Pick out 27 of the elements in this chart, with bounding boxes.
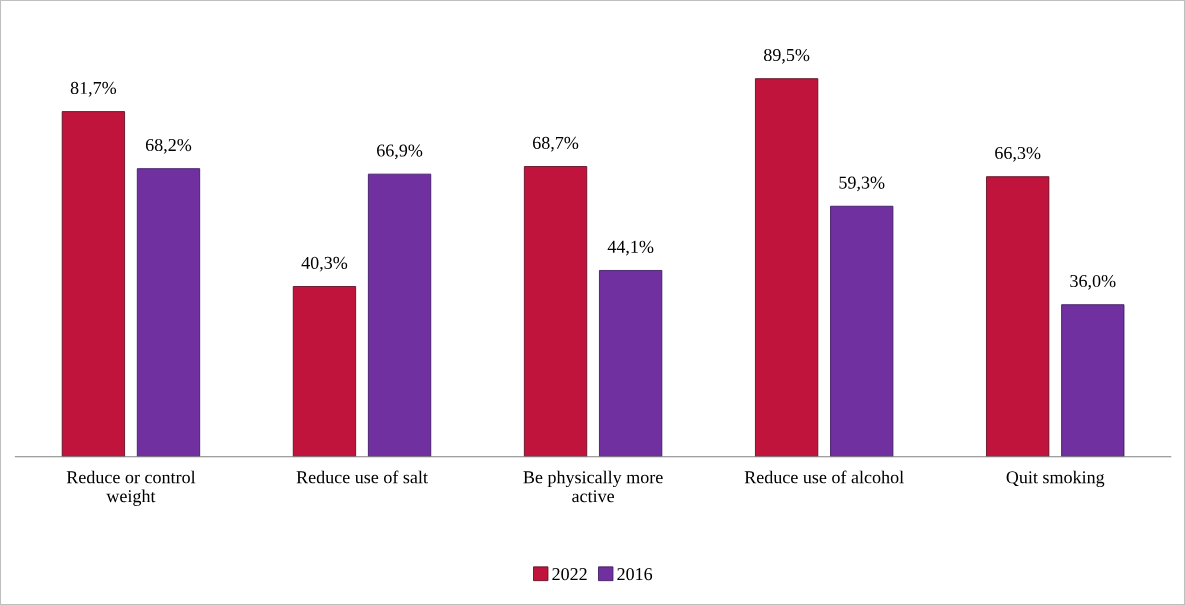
- bar: [1061, 304, 1125, 457]
- x-tick-label: Reduce use of salt: [296, 470, 428, 484]
- data-label: 44,1%: [607, 240, 654, 256]
- bar: [599, 270, 663, 457]
- x-tick-label: Reduce use of alcohol: [744, 470, 904, 484]
- legend-label: 2016: [617, 568, 653, 581]
- bar: [523, 166, 588, 457]
- data-label: 81,7%: [70, 81, 117, 97]
- data-label: 66,3%: [995, 146, 1041, 162]
- bar: [986, 176, 1050, 457]
- bar: [61, 111, 126, 457]
- x-tick-label: Quit smoking: [1006, 470, 1105, 488]
- x-tick-label: Be physically more active: [523, 470, 663, 503]
- data-label: 36,0%: [1070, 274, 1116, 290]
- data-label: 68,7%: [533, 136, 579, 152]
- bar: [292, 286, 357, 457]
- data-label: 40,3%: [301, 256, 348, 272]
- data-label: 68,2%: [145, 138, 192, 154]
- bar: [830, 205, 894, 457]
- bar: [367, 173, 432, 457]
- bar: [755, 78, 819, 457]
- data-label: 66,9%: [377, 144, 423, 160]
- bar: [136, 168, 201, 457]
- legend-label: 2022: [552, 568, 587, 581]
- data-label: 59,3%: [839, 176, 885, 192]
- data-label: 89,5%: [763, 48, 810, 64]
- x-tick-label: Reduce or control weight: [66, 470, 196, 506]
